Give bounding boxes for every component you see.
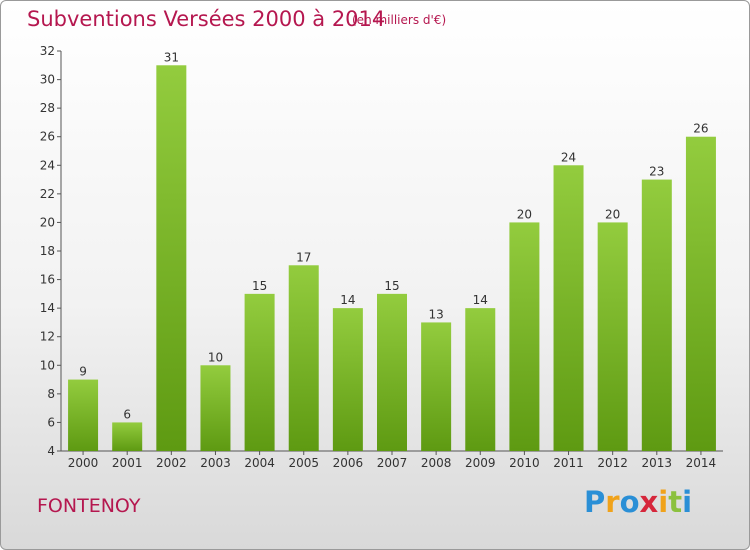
bar	[685, 136, 716, 451]
y-tick-label: 32	[40, 44, 55, 58]
bar	[553, 165, 584, 452]
bar	[465, 308, 496, 451]
x-tick-label: 2000	[68, 456, 99, 470]
x-tick-label: 2009	[465, 456, 496, 470]
logo-letter: t	[668, 485, 683, 519]
bar-value-label: 9	[79, 365, 87, 379]
proxiti-logo: Proxiti	[584, 485, 692, 519]
y-tick-label: 30	[40, 73, 55, 87]
y-tick-label: 28	[40, 101, 55, 115]
bar-value-label: 26	[693, 122, 708, 136]
bar-value-label: 20	[517, 207, 532, 221]
bar-value-label: 13	[428, 307, 443, 321]
bar-value-label: 15	[384, 279, 399, 293]
x-tick-label: 2006	[333, 456, 364, 470]
x-tick-label: 2007	[377, 456, 408, 470]
bar-value-label: 14	[340, 293, 355, 307]
y-tick-label: 26	[40, 130, 55, 144]
logo-letter: i	[682, 485, 693, 519]
logo-letter: r	[605, 485, 620, 519]
y-tick-label: 22	[40, 187, 55, 201]
y-tick-label: 4	[47, 444, 55, 458]
bar	[156, 65, 187, 452]
bar-value-label: 15	[252, 279, 267, 293]
y-tick-label: 10	[40, 358, 55, 372]
logo-letter: o	[619, 485, 640, 519]
bar	[288, 265, 319, 451]
bar	[509, 222, 540, 451]
logo-letter: P	[584, 485, 606, 519]
y-tick-label: 6	[47, 415, 55, 429]
x-tick-label: 2008	[421, 456, 452, 470]
bar-value-label: 17	[296, 250, 311, 264]
x-tick-label: 2005	[288, 456, 319, 470]
x-tick-label: 2010	[509, 456, 540, 470]
bar	[200, 365, 231, 451]
bar	[421, 322, 452, 451]
y-tick-label: 18	[40, 244, 55, 258]
chart-title: Subventions Versées 2000 à 2014	[27, 7, 386, 31]
bar	[332, 308, 363, 451]
bar-value-label: 10	[208, 350, 223, 364]
x-tick-label: 2014	[686, 456, 717, 470]
bar-value-label: 31	[164, 50, 179, 64]
y-tick-label: 14	[40, 301, 55, 315]
bar-value-label: 6	[123, 407, 131, 421]
y-tick-label: 20	[40, 215, 55, 229]
bar	[377, 293, 407, 451]
x-tick-label: 2013	[642, 456, 673, 470]
x-tick-label: 2011	[553, 456, 584, 470]
bar-value-label: 24	[561, 150, 576, 164]
x-tick-label: 2001	[112, 456, 143, 470]
chart-subtitle: (en milliers d'€)	[352, 13, 447, 27]
bar-value-label: 23	[649, 165, 664, 179]
y-tick-label: 16	[40, 273, 55, 287]
bar-value-label: 14	[473, 293, 488, 307]
logo-letter: i	[658, 485, 669, 519]
logo-letter: x	[639, 485, 659, 519]
x-tick-label: 2003	[200, 456, 231, 470]
bar	[641, 179, 672, 452]
y-tick-label: 24	[40, 158, 55, 172]
x-tick-label: 2012	[597, 456, 628, 470]
bar-value-label: 20	[605, 207, 620, 221]
x-tick-label: 2004	[244, 456, 275, 470]
bar	[68, 379, 99, 451]
bar	[112, 422, 143, 451]
location-label: FONTENOY	[37, 495, 141, 517]
y-tick-label: 8	[47, 387, 55, 401]
bar	[597, 222, 628, 451]
bar	[244, 293, 275, 451]
x-tick-label: 2002	[156, 456, 187, 470]
y-tick-label: 12	[40, 330, 55, 344]
